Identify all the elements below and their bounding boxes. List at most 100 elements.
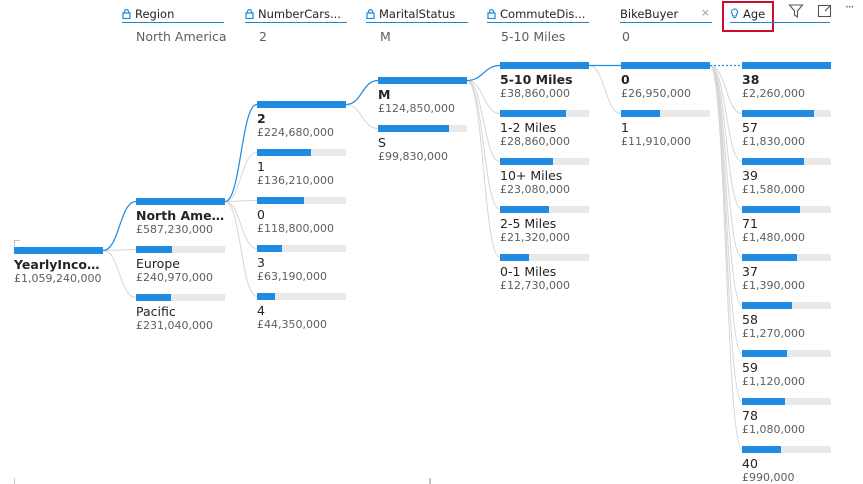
node-bar-fill — [257, 149, 312, 156]
node-bar-fill — [500, 254, 530, 261]
header-age-label: Age — [743, 6, 766, 21]
header-region[interactable]: Region North America — [122, 5, 227, 44]
node-label: 5-10 Miles — [500, 72, 573, 87]
node-bar-fill — [742, 350, 787, 357]
node-label: 1-2 Miles — [500, 120, 557, 135]
header-commute-label: CommuteDis... — [500, 6, 586, 21]
connector — [466, 80, 501, 210]
header-numbercars[interactable]: NumberCars... 2 — [245, 5, 347, 44]
node-label: 59 — [742, 360, 758, 375]
connector — [588, 65, 622, 114]
commute-node[interactable]: 2-5 Miles £21,320,000 — [500, 206, 589, 244]
node-label: YearlyIncome — [14, 257, 103, 272]
node-bar — [500, 158, 589, 165]
region-node[interactable]: Europe £240,970,000 — [136, 246, 225, 284]
node-label: 37 — [742, 264, 758, 279]
maritalstatus-node[interactable]: M £124,850,000 — [378, 77, 467, 115]
node-bar — [500, 110, 589, 117]
connector — [709, 65, 743, 450]
visual-corner-bottom-mid — [429, 478, 431, 484]
numbercars-node[interactable]: 4 £44,350,000 — [257, 293, 346, 331]
node-bar — [742, 254, 831, 261]
bikebuyer-node[interactable]: 1 £11,910,000 — [621, 110, 710, 148]
bikebuyer-node[interactable]: 0 £26,950,000 — [621, 62, 710, 100]
node-label: 1 — [621, 120, 629, 135]
visual-corner-bottom-left — [14, 478, 15, 484]
connector — [224, 201, 258, 249]
commute-node[interactable]: 0-1 Miles £12,730,000 — [500, 254, 589, 292]
age-node[interactable]: 59 £1,120,000 — [742, 350, 831, 388]
age-highlight-box — [722, 1, 774, 32]
age-node[interactable]: 38 £2,260,000 — [742, 62, 831, 100]
node-label: 3 — [257, 255, 265, 270]
node-label: M — [378, 87, 391, 102]
connector — [102, 250, 137, 298]
node-bar-fill — [14, 247, 103, 254]
maritalstatus-node[interactable]: S £99,830,000 — [378, 125, 467, 163]
node-label: 0 — [257, 207, 265, 222]
node-bar-fill — [742, 446, 782, 453]
close-icon[interactable]: × — [700, 6, 710, 19]
lightbulb-icon — [731, 8, 738, 19]
age-node[interactable]: 40 £990,000 — [742, 446, 831, 484]
node-value: £240,970,000 — [136, 271, 213, 284]
lock-icon — [487, 8, 496, 19]
node-bar-fill — [257, 197, 305, 204]
commute-node[interactable]: 5-10 Miles £38,860,000 — [500, 62, 589, 100]
node-label: S — [378, 135, 386, 150]
age-node[interactable]: 57 £1,830,000 — [742, 110, 831, 148]
node-value: £124,850,000 — [378, 102, 455, 115]
node-bar-fill — [742, 254, 798, 261]
filter-icon[interactable] — [788, 3, 804, 19]
age-node[interactable]: 78 £1,080,000 — [742, 398, 831, 436]
yearlyincome-node[interactable]: YearlyIncome £1,059,240,000 — [14, 247, 103, 285]
lock-icon — [122, 8, 131, 19]
node-bar-fill — [742, 158, 805, 165]
header-maritalstatus[interactable]: MaritalStatus M — [366, 5, 468, 44]
node-value: £26,950,000 — [621, 87, 691, 100]
header-commute-value: 5-10 Miles — [501, 29, 566, 44]
node-bar — [257, 245, 346, 252]
node-bar — [136, 246, 225, 253]
node-value: £44,350,000 — [257, 318, 327, 331]
active-connector — [466, 64, 501, 82]
node-bar — [621, 62, 710, 69]
age-node[interactable]: 37 £1,390,000 — [742, 254, 831, 292]
node-bar — [742, 302, 831, 309]
node-bar — [257, 101, 346, 108]
focus-mode-icon[interactable] — [817, 3, 833, 19]
node-bar-fill — [257, 101, 346, 108]
numbercars-node[interactable]: 2 £224,680,000 — [257, 101, 346, 139]
node-label: 2-5 Miles — [500, 216, 557, 231]
node-label: 0-1 Miles — [500, 264, 557, 279]
visual-corner-top-left — [14, 240, 20, 246]
region-node[interactable]: Pacific £231,040,000 — [136, 294, 225, 332]
lock-icon — [245, 8, 254, 19]
node-value: £1,059,240,000 — [14, 272, 102, 285]
region-node[interactable]: North Ameri...£587,230,000 — [136, 198, 225, 236]
node-label: Europe — [136, 256, 180, 271]
numbercars-node[interactable]: 1 £136,210,000 — [257, 149, 346, 187]
commute-node[interactable]: 1-2 Miles £28,860,000 — [500, 110, 589, 148]
header-age[interactable]: Age — [730, 5, 830, 23]
header-maritalstatus-label: MaritalStatus — [379, 6, 456, 21]
connector — [709, 65, 743, 306]
connector — [709, 65, 743, 114]
age-node[interactable]: 71 £1,480,000 — [742, 206, 831, 244]
node-value: £12,730,000 — [500, 279, 570, 292]
node-bar — [136, 294, 225, 301]
commute-node[interactable]: 10+ Miles £23,080,000 — [500, 158, 589, 196]
header-commute[interactable]: CommuteDis... 5-10 Miles — [487, 5, 589, 44]
age-node[interactable]: 58 £1,270,000 — [742, 302, 831, 340]
numbercars-node[interactable]: 0 £118,800,000 — [257, 197, 346, 235]
numbercars-node[interactable]: 3 £63,190,000 — [257, 245, 346, 283]
node-bar-fill — [257, 245, 282, 252]
header-bikebuyer[interactable]: BikeBuyer × 0 — [620, 5, 712, 44]
header-maritalstatus-value: M — [380, 29, 391, 44]
node-label: 0 — [621, 72, 630, 87]
age-node[interactable]: 39 £1,580,000 — [742, 158, 831, 196]
node-bar — [742, 158, 831, 165]
node-bar — [742, 446, 831, 453]
more-options-icon[interactable]: ··· — [845, 0, 855, 14]
